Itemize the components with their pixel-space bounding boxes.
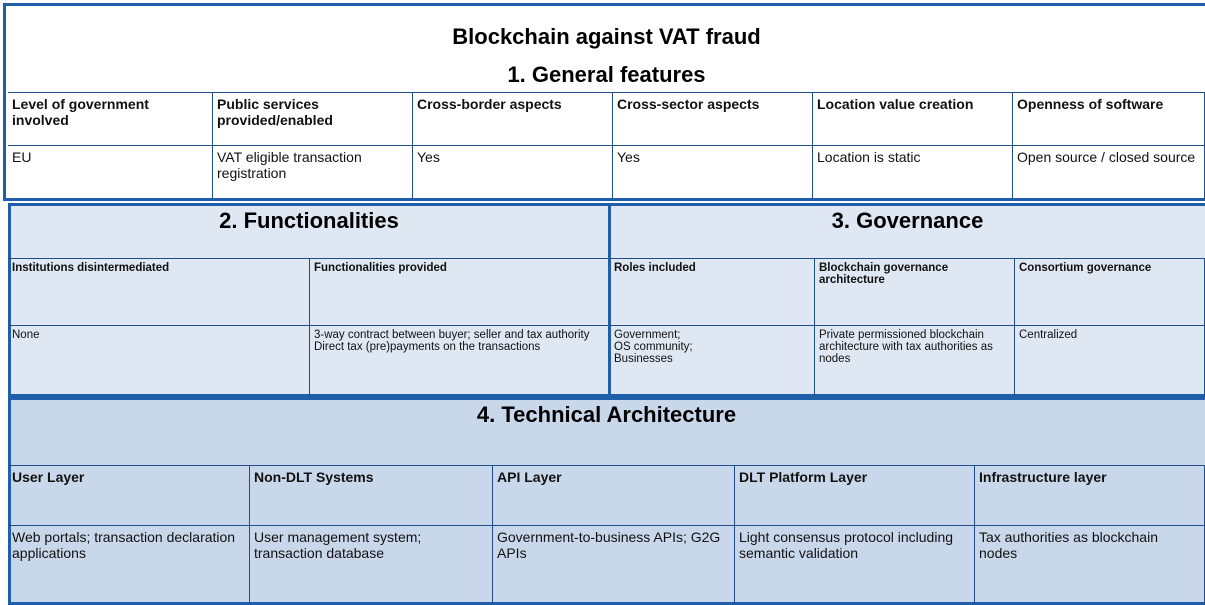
cell-value: Open source / closed source bbox=[1013, 145, 1205, 201]
cell-value: User management system; transaction data… bbox=[250, 525, 493, 605]
doc-title: Blockchain against VAT fraud bbox=[452, 24, 761, 49]
column-header: Public services provided/enabled bbox=[213, 92, 413, 145]
column-header: Location value creation bbox=[813, 92, 1013, 145]
column-header: API Layer bbox=[493, 465, 735, 525]
column-header: Openness of software bbox=[1013, 92, 1205, 145]
cell-value: VAT eligible transaction registration bbox=[213, 145, 413, 201]
section-title: 3. Governance bbox=[831, 208, 984, 233]
column-header: Infrastructure layer bbox=[975, 465, 1205, 525]
column-header: Blockchain governance architecture bbox=[815, 258, 1015, 325]
column-header: Cross-border aspects bbox=[413, 92, 613, 145]
column-header: Roles included bbox=[610, 258, 815, 325]
column-header: Cross-sector aspects bbox=[613, 92, 813, 145]
section-title: 4. Technical Architecture bbox=[476, 402, 737, 427]
cell-value: Centralized bbox=[1015, 325, 1205, 397]
section-frame bbox=[8, 397, 1205, 605]
column-header: Level of government involved bbox=[8, 92, 213, 145]
cell-value: 3-way contract between buyer; seller and… bbox=[310, 325, 610, 397]
column-header: Consortium governance bbox=[1015, 258, 1205, 325]
column-header: Non-DLT Systems bbox=[250, 465, 493, 525]
cell-value: Government; OS community; Businesses bbox=[610, 325, 815, 397]
cell-value: None bbox=[8, 325, 310, 397]
cell-value: Yes bbox=[613, 145, 813, 201]
cell-value: EU bbox=[8, 145, 213, 201]
section-frame bbox=[3, 3, 1205, 201]
section-title: 1. General features bbox=[507, 62, 706, 87]
column-header: Institutions disintermediated bbox=[8, 258, 310, 325]
cell-value: Light consensus protocol including seman… bbox=[735, 525, 975, 605]
cell-value: Location is static bbox=[813, 145, 1013, 201]
cell-value: Web portals; transaction declaration app… bbox=[8, 525, 250, 605]
column-header: DLT Platform Layer bbox=[735, 465, 975, 525]
cell-value: Tax authorities as blockchain nodes bbox=[975, 525, 1205, 605]
section-frame bbox=[608, 203, 1205, 397]
section-frame bbox=[8, 203, 613, 397]
column-header: User Layer bbox=[8, 465, 250, 525]
cell-value: Yes bbox=[413, 145, 613, 201]
section-title: 2. Functionalities bbox=[219, 208, 399, 233]
cell-value: Private permissioned blockchain architec… bbox=[815, 325, 1015, 397]
cell-value: Government-to-business APIs; G2G APIs bbox=[493, 525, 735, 605]
column-header: Functionalities provided bbox=[310, 258, 610, 325]
